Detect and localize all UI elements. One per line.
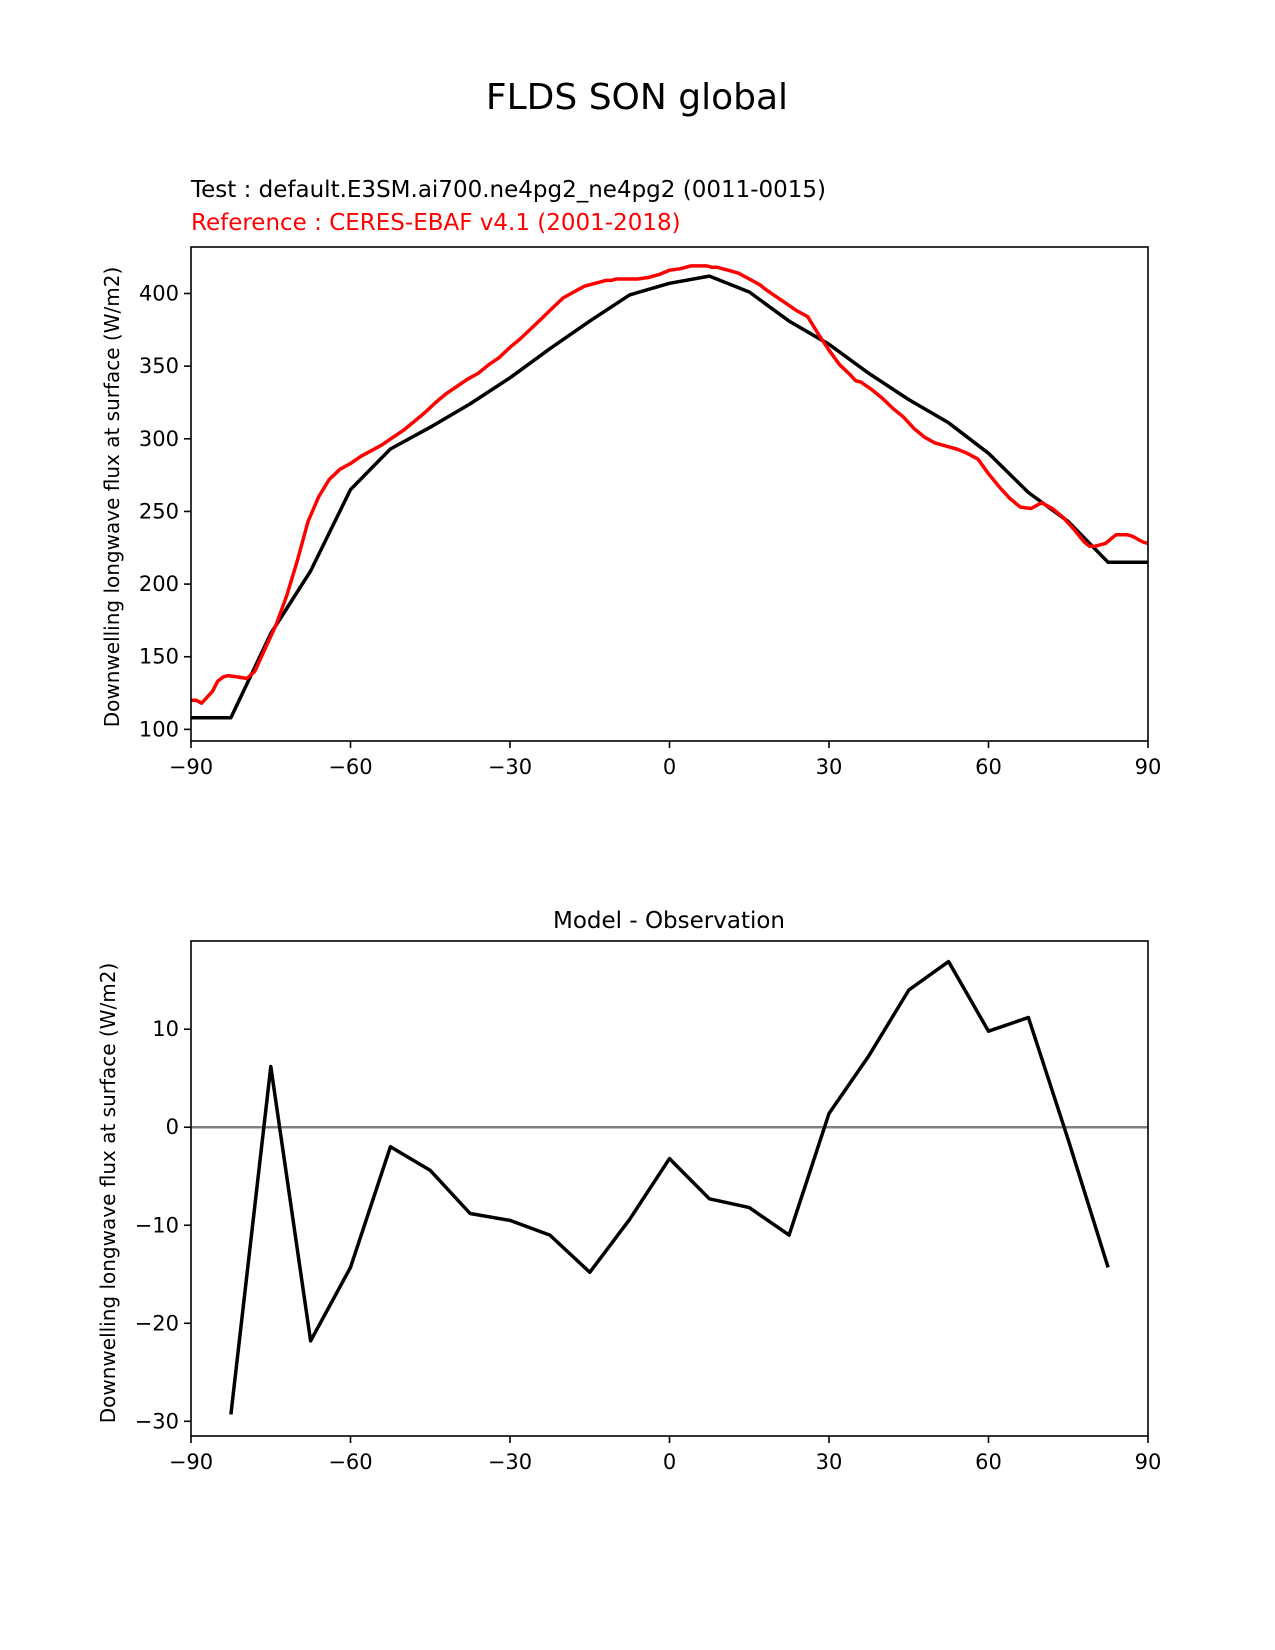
bottom-panel-x-tick-label: 90	[1135, 1450, 1162, 1474]
top-panel: Test : default.E3SM.ai700.ne4pg2_ne4pg2 …	[100, 177, 1161, 779]
top-panel-series-line-0	[191, 274, 1148, 720]
bottom-panel-x-tick-label: 60	[975, 1450, 1002, 1474]
top-panel-x-tick-label: 0	[663, 755, 676, 779]
bottom-panel-y-tick-label: −20	[135, 1311, 179, 1335]
top-panel-x-tick-label: 30	[816, 755, 843, 779]
top-panel-reference-title: Reference : CERES-EBAF v4.1 (2001-2018)	[191, 210, 681, 236]
top-panel-y-tick-label: 300	[139, 427, 179, 451]
bottom-panel-y-tick-label: 0	[166, 1115, 179, 1139]
bottom-panel-plot-area: −90 −60 −30 0 30 60 90 −30 −20 −10 0 10	[135, 940, 1162, 1474]
bottom-panel: Model - Observation Downwelling longwave…	[96, 908, 1161, 1474]
bottom-panel-y-tick-label: 10	[152, 1017, 179, 1041]
bottom-panel-axes-frame	[190, 940, 1149, 1437]
bottom-panel-y-tick-label: −10	[135, 1213, 179, 1237]
top-panel-y-tick-label: 200	[139, 572, 179, 596]
bottom-panel-y-tick-label: −30	[135, 1409, 179, 1433]
top-panel-x-tick-label: −60	[328, 755, 372, 779]
figure-suptitle: FLDS SON global	[486, 77, 788, 118]
bottom-panel-x-tick-label: 0	[663, 1450, 676, 1474]
top-panel-y-tick-label: 400	[139, 281, 179, 305]
top-panel-x-tick-label: −90	[169, 755, 213, 779]
bottom-panel-x-tick-label: −30	[488, 1450, 532, 1474]
top-panel-plot-area: −90 −60 −30 0 30 60 90 100 150 200 250 300 350 400	[139, 246, 1162, 779]
bottom-panel-x-tick-label: 30	[816, 1450, 843, 1474]
top-panel-y-tick-label: 150	[139, 645, 179, 669]
top-panel-y-axis-label: Downwelling longwave flux at surface (W/…	[100, 267, 124, 728]
top-panel-series-line-1	[191, 264, 1149, 705]
top-panel-x-tick-label: 90	[1135, 755, 1162, 779]
top-panel-y-tick-label: 350	[139, 354, 179, 378]
bottom-panel-y-axis-label: Downwelling longwave flux at surface (W/…	[96, 963, 120, 1424]
top-panel-y-tick-label: 250	[139, 499, 179, 523]
bottom-panel-series-line-0	[229, 959, 1110, 1415]
bottom-panel-title: Model - Observation	[553, 908, 785, 934]
top-panel-test-title: Test : default.E3SM.ai700.ne4pg2_ne4pg2 …	[190, 177, 826, 203]
top-panel-x-tick-label: 60	[975, 755, 1002, 779]
top-panel-x-tick-label: −30	[488, 755, 532, 779]
bottom-panel-x-tick-label: −90	[169, 1450, 213, 1474]
bottom-panel-x-tick-label: −60	[328, 1450, 372, 1474]
top-panel-y-tick-label: 100	[139, 717, 179, 741]
